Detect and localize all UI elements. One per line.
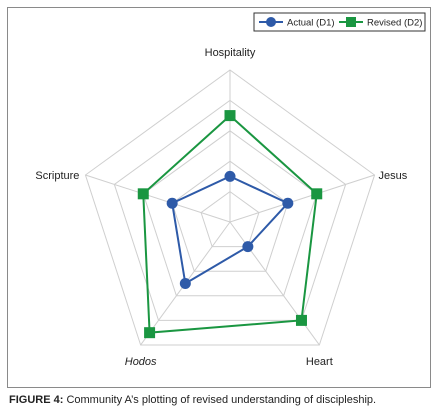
- grid-ring-1: [200, 190, 260, 248]
- axis-label-4: Scripture: [35, 170, 79, 182]
- series-0: [166, 170, 294, 289]
- spoke-4: [85, 174, 231, 223]
- caption-label: FIGURE 4:: [9, 394, 64, 406]
- series-line-0: [171, 175, 290, 286]
- grid-ring-3: [142, 130, 318, 297]
- data-point-0-4: [166, 197, 178, 209]
- data-point-0-1: [282, 197, 294, 209]
- caption-text: Community A’s plotting of revised unders…: [63, 394, 377, 406]
- grid-ring-4: [113, 99, 347, 321]
- legend-marker-0: [266, 17, 276, 27]
- axis-label-0: Hospitality: [205, 47, 256, 59]
- series-line-1: [142, 114, 318, 334]
- legend-label-0: Actual (D1): [287, 18, 335, 29]
- axis-label-3: Hodos: [125, 356, 157, 368]
- series-1: [137, 110, 323, 339]
- grid-ring-5: [84, 69, 376, 346]
- series-layer: [137, 110, 323, 339]
- chart-frame: [7, 7, 431, 388]
- spoke-1: [229, 174, 375, 223]
- grid-ring-2: [171, 160, 289, 272]
- data-point-0-0: [224, 170, 236, 182]
- data-point-1-4: [137, 188, 149, 200]
- radar-grid: [84, 69, 376, 346]
- axis-label-2: Heart: [306, 356, 333, 368]
- figure-caption: FIGURE 4: Community A’s plotting of revi…: [9, 394, 434, 406]
- legend: Actual (D1) Revised (D2): [253, 12, 426, 32]
- axis-label-1: Jesus: [379, 170, 408, 182]
- legend-label-1: Revised (D2): [367, 18, 422, 29]
- data-point-1-0: [224, 110, 236, 122]
- axis-labels: Hospitality Jesus Heart Hodos Scripture: [35, 47, 407, 368]
- data-point-1-1: [311, 188, 323, 200]
- legend-marker-1: [346, 17, 356, 27]
- data-point-1-3: [144, 327, 156, 339]
- data-point-0-3: [179, 277, 191, 289]
- data-point-0-2: [242, 241, 254, 253]
- radar-chart: Hospitality Jesus Heart Hodos Scripture Actu…: [35, 12, 426, 368]
- data-point-1-2: [295, 314, 307, 326]
